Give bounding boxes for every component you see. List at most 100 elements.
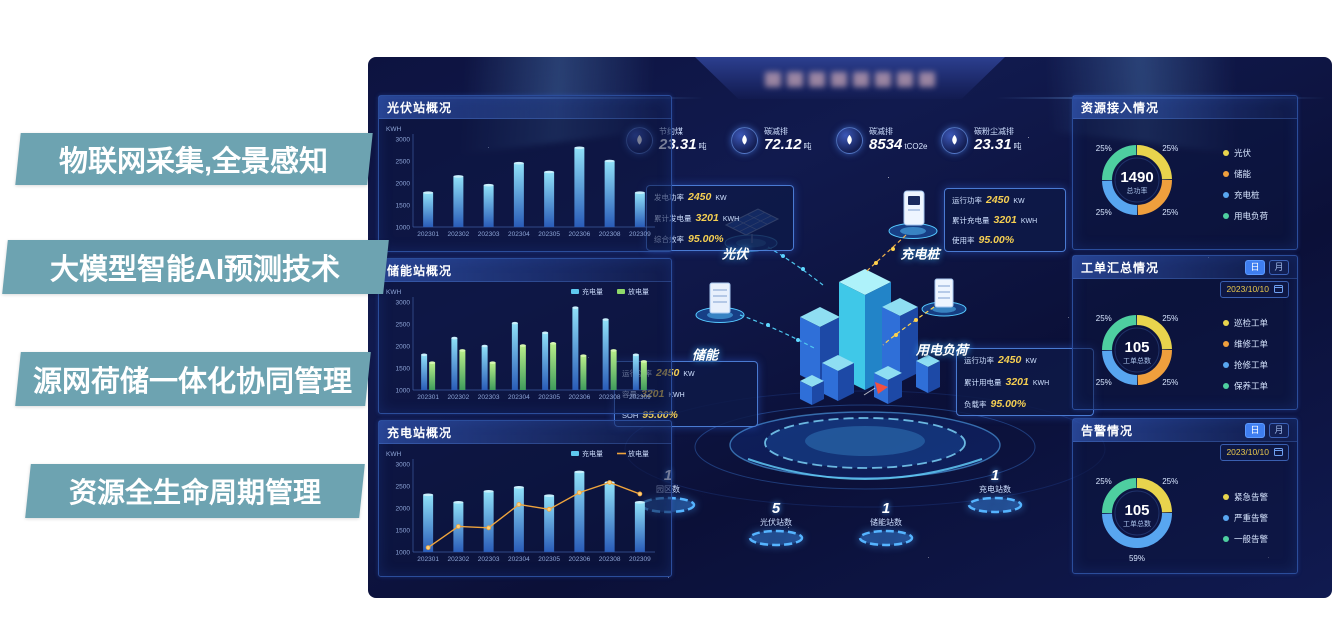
charging-bar-line-chart: KWH 1000 1500 2000 2500 3000 202301 202302 20230…: [383, 446, 663, 571]
kpi-value: 23.31 吨: [974, 136, 1022, 153]
svg-text:25%: 25%: [1096, 477, 1112, 486]
panel-header: 资源接入情况: [1073, 96, 1297, 119]
svg-text:202308: 202308: [599, 556, 621, 563]
legend-item[interactable]: 光伏: [1223, 147, 1268, 159]
legend-dot: [1223, 493, 1229, 500]
panel-header: 充电站概况: [379, 421, 671, 444]
legend-dot: [1223, 319, 1229, 326]
legend-dot: [1223, 382, 1229, 389]
svg-text:25%: 25%: [1162, 207, 1178, 216]
workorder-tab-day[interactable]: 日: [1245, 259, 1265, 275]
kpi-2: 碳减排 72.12 吨: [731, 117, 836, 163]
legend-item[interactable]: 严重告警: [1223, 512, 1268, 524]
legend-dot: [1223, 535, 1229, 542]
kpi-icon: [941, 126, 968, 154]
legend-dot: [1223, 212, 1229, 219]
workorder-tab-month[interactable]: 月: [1269, 259, 1289, 275]
svg-text:25%: 25%: [1162, 144, 1178, 153]
panel-header: 光伏站概况: [379, 96, 671, 119]
legend-item[interactable]: 一般告警: [1223, 533, 1268, 545]
panel-workorder-summary: 工单汇总情况 日 月 2023/10/10 25% 25% 25% 25% 105 工单总…: [1072, 255, 1298, 410]
legend-dot: [1223, 514, 1229, 521]
legend-item[interactable]: 抢修工单: [1223, 359, 1268, 371]
svg-text:202309: 202309: [629, 394, 651, 401]
panel-header: 告警情况 日 月: [1073, 419, 1297, 442]
isometric-city-illustration: [624, 190, 1106, 508]
legend-dot: [1223, 361, 1229, 368]
svg-text:25%: 25%: [1096, 314, 1112, 323]
svg-text:1500: 1500: [396, 366, 411, 373]
storage-bar-chart: KWH 1000 1500 2000 2500 3000 202301 202302 20230…: [383, 284, 663, 409]
svg-text:1490: 1490: [1120, 169, 1153, 186]
svg-text:105: 105: [1124, 502, 1149, 519]
kpi-icon: [836, 126, 863, 154]
workorder-legend: 巡检工单维修工单抢修工单保养工单: [1223, 317, 1268, 392]
legend-item[interactable]: 储能: [1223, 168, 1268, 180]
svg-text:202309: 202309: [629, 556, 651, 563]
feature-banner-2: 大模型智能AI预测技术: [2, 240, 389, 294]
kpi-value: 72.12 吨: [764, 136, 812, 153]
legend-dot: [1223, 149, 1229, 156]
svg-text:充电量: 充电量: [582, 287, 603, 296]
svg-text:105: 105: [1124, 339, 1149, 356]
resource-donut-chart: 25% 25% 25% 25% 1490 总功率: [1073, 123, 1223, 246]
date-value: 2023/10/10: [1226, 284, 1269, 294]
kpi-label: 碳减排: [764, 127, 788, 136]
feature-banner-1: 物联网采集,全景感知: [15, 133, 373, 185]
panel-title: 工单汇总情况: [1081, 260, 1160, 275]
svg-text:2000: 2000: [396, 181, 411, 188]
kpi-unit: tCO2e: [904, 142, 928, 151]
panel-charging-overview: 充电站概况 KWH 1000 1500 2000 2500 3000 202301 20230…: [378, 420, 672, 577]
alarm-date-picker[interactable]: 2023/10/10: [1220, 443, 1289, 461]
feature-banner-4: 资源全生命周期管理: [25, 464, 365, 518]
date-value: 2023/10/10: [1226, 447, 1269, 457]
svg-text:202304: 202304: [508, 394, 530, 401]
storage-cabinet-icon: [709, 282, 731, 314]
svg-text:2500: 2500: [396, 484, 411, 491]
feature-banner-3: 源网荷储一体化协同管理: [15, 352, 371, 406]
svg-text:25%: 25%: [1096, 207, 1112, 216]
svg-text:25%: 25%: [1096, 377, 1112, 386]
alarm-tab-month[interactable]: 月: [1269, 422, 1289, 438]
workorder-date-picker[interactable]: 2023/10/10: [1220, 280, 1289, 298]
svg-text:工单总数: 工单总数: [1123, 356, 1151, 365]
panel-header: 储能站概况: [379, 259, 671, 282]
panel-pv-overview: 光伏站概况 KWH 1000 1500 2000 2500 3000 202301 20230…: [378, 95, 672, 252]
alarm-legend: 紧急告警严重告警一般告警: [1223, 491, 1268, 545]
svg-text:202301: 202301: [417, 394, 439, 401]
alarm-tab-day[interactable]: 日: [1245, 422, 1265, 438]
svg-text:1000: 1000: [396, 225, 411, 232]
legend-item[interactable]: 保养工单: [1223, 380, 1268, 392]
panel-title: 告警情况: [1081, 423, 1134, 438]
svg-text:202302: 202302: [448, 556, 470, 563]
panel-storage-overview: 储能站概况 KWH 1000 1500 2000 2500 3000 202301 20230…: [378, 258, 672, 414]
kpi-unit: 吨: [1013, 142, 1022, 151]
workorder-donut-chart: 25% 25% 25% 25% 105 工单总数: [1073, 299, 1223, 409]
dashboard-title-blurred: [765, 71, 935, 87]
pv-bar-chart: KWH 1000 1500 2000 2500 3000 202301 202302 20230…: [383, 121, 663, 246]
svg-text:3000: 3000: [396, 137, 411, 144]
svg-text:202305: 202305: [538, 394, 560, 401]
kpi-label: 碳粉尘减排: [974, 127, 1014, 136]
svg-text:1500: 1500: [396, 203, 411, 210]
svg-text:2500: 2500: [396, 322, 411, 329]
svg-text:3000: 3000: [396, 462, 411, 469]
legend-item[interactable]: 充电桩: [1223, 189, 1268, 201]
svg-text:2500: 2500: [396, 159, 411, 166]
calendar-icon: [1274, 284, 1283, 295]
panel-title: 资源接入情况: [1081, 100, 1160, 115]
legend-item[interactable]: 用电负荷: [1223, 210, 1268, 222]
kpi-label: 碳减排: [869, 127, 893, 136]
panel-title: 充电站概况: [387, 425, 453, 440]
legend-item[interactable]: 巡检工单: [1223, 317, 1268, 329]
svg-text:放电量: 放电量: [628, 449, 649, 458]
alarm-tabs: 日 月: [1245, 422, 1289, 438]
legend-item[interactable]: 维修工单: [1223, 338, 1268, 350]
panel-title: 光伏站概况: [387, 100, 453, 115]
svg-text:25%: 25%: [1162, 377, 1178, 386]
svg-text:25%: 25%: [1096, 144, 1112, 153]
legend-item[interactable]: 紧急告警: [1223, 491, 1268, 503]
